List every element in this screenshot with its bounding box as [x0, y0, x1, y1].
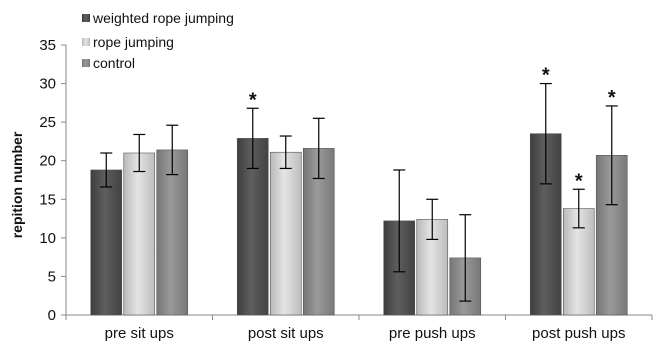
bar-weighted-rope-jumping-pre-sit-ups: [90, 169, 123, 316]
y-tick-label-20: 20: [39, 153, 56, 170]
error-bar-rope-jumping-pre-push-ups: [426, 198, 439, 240]
x-tick-label-post-push-ups: post push ups: [532, 325, 625, 342]
legend-label-rope-jumping: rope jumping: [93, 34, 174, 50]
error-bar-rope-jumping-post-push-ups: [572, 188, 585, 229]
x-axis: pre sit ups post sit ups pre push ups post …: [65, 314, 653, 342]
legend: weighted rope jumping rope jumping contr…: [82, 10, 234, 71]
error-bar-rope-jumping-pre-sit-ups: [133, 133, 146, 173]
bar-rope-jumping-pre-sit-ups: [123, 152, 156, 316]
legend-label-weighted-rope-jumping: weighted rope jumping: [92, 10, 234, 26]
significance-marker-group: * * * *: [249, 65, 616, 193]
legend-label-control: control: [93, 55, 135, 71]
y-tick-label-10: 10: [39, 230, 56, 247]
error-bar-control-pre-sit-ups: [166, 124, 179, 176]
error-bar-weighted-rope-jumping-pre-push-ups: [393, 169, 406, 273]
error-bar-rope-jumping-post-sit-ups: [279, 135, 292, 170]
significance-marker-rope-jumping-post-push-ups: *: [575, 170, 583, 192]
error-bar-control-post-sit-ups: [312, 117, 325, 180]
legend-item-control: control: [82, 55, 135, 71]
error-bar-weighted-rope-jumping-pre-sit-ups: [100, 152, 113, 188]
significance-marker-control-post-push-ups: *: [608, 87, 616, 109]
y-tick-label-30: 30: [39, 76, 56, 93]
y-axis-title: repition number: [9, 131, 25, 238]
legend-swatch-rope-jumping: [82, 38, 90, 46]
error-bar-control-post-push-ups: [605, 105, 618, 206]
error-bar-weighted-rope-jumping-post-push-ups: [539, 82, 552, 185]
bar-series-group: [90, 133, 628, 316]
error-bar-control-pre-push-ups: [459, 214, 472, 302]
error-bar-weighted-rope-jumping-post-sit-ups: [246, 107, 259, 170]
y-tick-label-15: 15: [39, 191, 56, 208]
bar-control-pre-sit-ups: [156, 149, 189, 316]
y-tick-label-0: 0: [48, 307, 56, 324]
legend-item-weighted-rope-jumping: weighted rope jumping: [82, 10, 234, 26]
x-tick-label-pre-sit-ups: pre sit ups: [105, 325, 174, 342]
x-tick-label-post-sit-ups: post sit ups: [248, 325, 324, 342]
legend-swatch-control: [82, 59, 90, 67]
y-axis: 0 5 10 15 20 25 30 35: [39, 37, 67, 324]
y-tick-label-25: 25: [39, 114, 56, 131]
x-tick-label-pre-push-ups: pre push ups: [389, 325, 476, 342]
error-bar-group: [100, 82, 618, 302]
bar-rope-jumping-post-sit-ups: [269, 151, 302, 316]
y-tick-label-5: 5: [48, 268, 56, 285]
significance-marker-weighted-rope-jumping-post-sit-ups: *: [249, 89, 257, 111]
y-tick-label-35: 35: [39, 37, 56, 54]
significance-marker-weighted-rope-jumping-post-push-ups: *: [542, 65, 550, 87]
legend-swatch-weighted-rope-jumping: [82, 14, 90, 22]
legend-item-rope-jumping: rope jumping: [82, 34, 174, 50]
